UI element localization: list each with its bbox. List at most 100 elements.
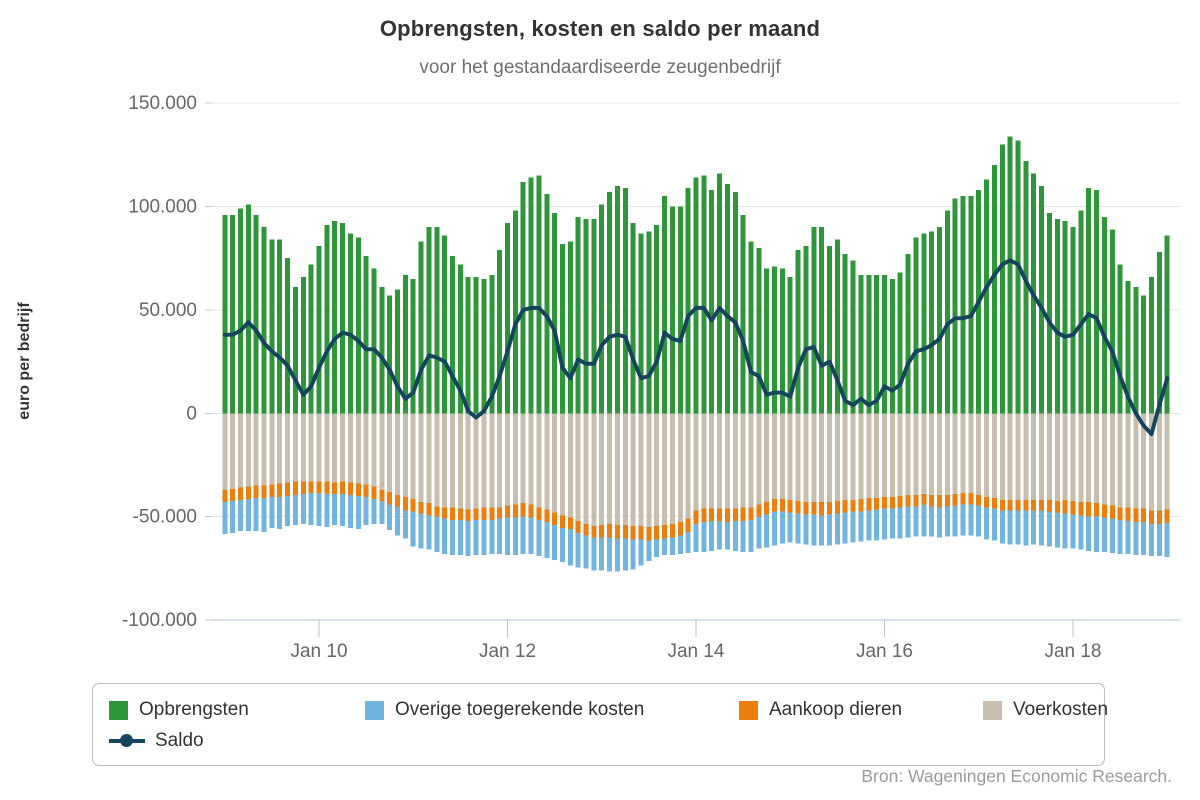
bar-aankoop-dieren[interactable] xyxy=(544,509,550,522)
bar-voerkosten[interactable] xyxy=(850,413,856,501)
bar-opbrengsten[interactable] xyxy=(324,225,330,414)
bar-voerkosten[interactable] xyxy=(646,413,652,528)
bar-overige-kosten[interactable] xyxy=(874,509,880,541)
bar-aankoop-dieren[interactable] xyxy=(1125,507,1131,521)
bar-voerkosten[interactable] xyxy=(1078,413,1084,503)
bar-opbrengsten[interactable] xyxy=(1141,295,1147,414)
bar-aankoop-dieren[interactable] xyxy=(850,500,856,512)
bar-aankoop-dieren[interactable] xyxy=(465,509,471,521)
bar-overige-kosten[interactable] xyxy=(889,508,895,539)
bar-aankoop-dieren[interactable] xyxy=(1046,500,1052,512)
bar-overige-kosten[interactable] xyxy=(434,516,440,552)
bar-opbrengsten[interactable] xyxy=(489,274,495,414)
bar-overige-kosten[interactable] xyxy=(1101,517,1107,552)
saldo-line[interactable] xyxy=(222,258,1170,436)
bar-opbrengsten[interactable] xyxy=(779,268,785,414)
bar-voerkosten[interactable] xyxy=(599,413,605,525)
bar-overige-kosten[interactable] xyxy=(677,535,683,554)
bar-voerkosten[interactable] xyxy=(1046,413,1052,501)
bar-voerkosten[interactable] xyxy=(834,413,840,502)
bar-opbrengsten[interactable] xyxy=(842,254,848,414)
bar-overige-kosten[interactable] xyxy=(371,499,377,524)
bar-voerkosten[interactable] xyxy=(591,413,597,526)
bar-voerkosten[interactable] xyxy=(795,413,801,502)
bar-aankoop-dieren[interactable] xyxy=(473,508,479,520)
bar-aankoop-dieren[interactable] xyxy=(300,481,306,494)
bar-voerkosten[interactable] xyxy=(1007,413,1013,501)
bar-aankoop-dieren[interactable] xyxy=(874,498,880,510)
bar-overige-kosten[interactable] xyxy=(1086,516,1092,551)
bar-opbrengsten[interactable] xyxy=(261,227,267,414)
bar-aankoop-dieren[interactable] xyxy=(1086,502,1092,517)
bar-overige-kosten[interactable] xyxy=(905,506,911,538)
bar-overige-kosten[interactable] xyxy=(347,494,353,529)
bar-opbrengsten[interactable] xyxy=(418,241,424,414)
bar-voerkosten[interactable] xyxy=(528,413,534,505)
bar-aankoop-dieren[interactable] xyxy=(489,507,495,520)
bar-aankoop-dieren[interactable] xyxy=(936,494,942,508)
bar-aankoop-dieren[interactable] xyxy=(709,508,715,521)
bar-overige-kosten[interactable] xyxy=(418,513,424,549)
bar-aankoop-dieren[interactable] xyxy=(277,483,283,498)
bar-overige-kosten[interactable] xyxy=(1125,520,1131,554)
bar-overige-kosten[interactable] xyxy=(544,521,550,559)
bar-voerkosten[interactable] xyxy=(332,413,338,483)
bar-aankoop-dieren[interactable] xyxy=(701,508,707,522)
bar-aankoop-dieren[interactable] xyxy=(340,481,346,494)
bar-voerkosten[interactable] xyxy=(976,413,982,495)
bar-opbrengsten[interactable] xyxy=(685,187,691,414)
bar-aankoop-dieren[interactable] xyxy=(512,504,518,518)
bar-opbrengsten[interactable] xyxy=(285,258,291,414)
bar-opbrengsten[interactable] xyxy=(245,204,251,414)
bar-opbrengsten[interactable] xyxy=(536,175,542,414)
bar-voerkosten[interactable] xyxy=(450,413,456,508)
bar-overige-kosten[interactable] xyxy=(850,511,856,543)
bar-aankoop-dieren[interactable] xyxy=(897,495,903,508)
bar-opbrengsten[interactable] xyxy=(614,185,620,414)
bar-voerkosten[interactable] xyxy=(457,413,463,509)
bar-aankoop-dieren[interactable] xyxy=(497,507,503,519)
bar-voerkosten[interactable] xyxy=(292,413,298,482)
bar-voerkosten[interactable] xyxy=(269,413,275,485)
bar-aankoop-dieren[interactable] xyxy=(504,505,510,518)
bar-aankoop-dieren[interactable] xyxy=(819,502,825,516)
bar-voerkosten[interactable] xyxy=(991,413,997,499)
bar-opbrengsten[interactable] xyxy=(512,210,518,414)
bar-overige-kosten[interactable] xyxy=(701,521,707,552)
bar-aankoop-dieren[interactable] xyxy=(559,515,565,529)
bar-overige-kosten[interactable] xyxy=(473,519,479,555)
bar-opbrengsten[interactable] xyxy=(669,206,675,414)
bar-opbrengsten[interactable] xyxy=(442,235,448,414)
bar-aankoop-dieren[interactable] xyxy=(669,523,675,538)
bar-aankoop-dieren[interactable] xyxy=(1094,503,1100,517)
bar-overige-kosten[interactable] xyxy=(622,538,628,571)
bar-opbrengsten[interactable] xyxy=(960,196,966,414)
bar-voerkosten[interactable] xyxy=(1039,413,1045,501)
bar-aankoop-dieren[interactable] xyxy=(991,498,997,509)
bar-aankoop-dieren[interactable] xyxy=(748,507,754,520)
bar-voerkosten[interactable] xyxy=(701,413,707,509)
bar-aankoop-dieren[interactable] xyxy=(332,482,338,494)
bar-aankoop-dieren[interactable] xyxy=(976,494,982,506)
bar-opbrengsten[interactable] xyxy=(567,241,573,414)
bar-opbrengsten[interactable] xyxy=(764,268,770,414)
bar-aankoop-dieren[interactable] xyxy=(292,481,298,495)
bar-opbrengsten[interactable] xyxy=(222,214,228,414)
bar-voerkosten[interactable] xyxy=(968,413,974,493)
bar-opbrengsten[interactable] xyxy=(457,264,463,414)
bar-aankoop-dieren[interactable] xyxy=(952,493,958,506)
bar-voerkosten[interactable] xyxy=(316,413,322,482)
bar-opbrengsten[interactable] xyxy=(999,144,1005,414)
bar-overige-kosten[interactable] xyxy=(292,494,298,525)
bar-opbrengsten[interactable] xyxy=(497,249,503,414)
legend-item-saldo[interactable]: Saldo xyxy=(109,730,204,752)
bar-opbrengsten[interactable] xyxy=(1133,287,1139,414)
bar-opbrengsten[interactable] xyxy=(340,223,346,414)
bar-aankoop-dieren[interactable] xyxy=(622,524,628,539)
bar-voerkosten[interactable] xyxy=(677,413,683,522)
bar-voerkosten[interactable] xyxy=(622,413,628,525)
bar-aankoop-dieren[interactable] xyxy=(662,524,668,539)
bar-aankoop-dieren[interactable] xyxy=(520,503,526,517)
bar-overige-kosten[interactable] xyxy=(1015,510,1021,545)
bar-aankoop-dieren[interactable] xyxy=(1031,500,1037,511)
